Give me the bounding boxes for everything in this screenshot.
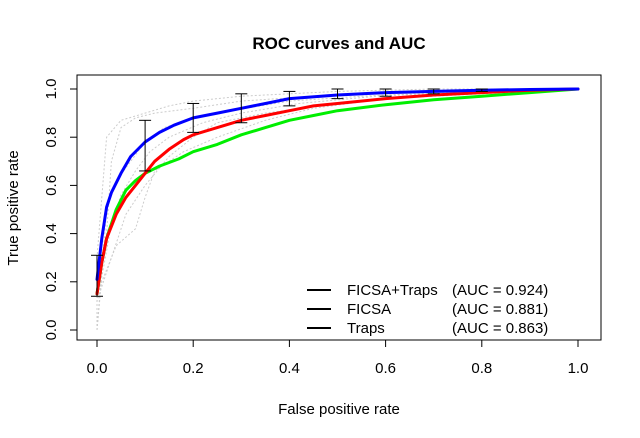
error-bar [331, 88, 344, 100]
error-bar [283, 90, 296, 107]
background-curve-5 [96, 88, 579, 331]
legend-series-name: FICSA [347, 301, 391, 318]
y-tick-label: 0.4 [43, 223, 60, 244]
error-bar [187, 102, 200, 133]
legend: FICSA+Traps (AUC = 0.924) FICSA (AUC = 0.88… [307, 282, 548, 337]
x-axis: 0.0 0.2 0.4 0.6 0.8 1.0 [87, 339, 589, 377]
legend-series-name: FICSA+Traps [347, 282, 438, 299]
x-tick-label: 1.0 [568, 360, 589, 377]
x-axis-label: False positive rate [278, 401, 400, 418]
legend-entry: FICSA+Traps (AUC = 0.924) [307, 282, 548, 299]
y-tick-label: 0.8 [43, 127, 60, 148]
legend-series-name: Traps [347, 320, 385, 337]
error-bars [91, 88, 488, 297]
legend-auc-label: (AUC = 0.924) [452, 282, 548, 299]
background-curve-0 [96, 88, 578, 330]
error-bar [427, 88, 440, 95]
error-bar [379, 88, 392, 97]
x-tick-label: 0.8 [471, 360, 492, 377]
error-bar [235, 93, 248, 124]
series-lines [95, 87, 580, 296]
chart-title: ROC curves and AUC [252, 34, 425, 53]
series-line-ficsa [95, 87, 580, 296]
series-line-traps [95, 87, 580, 296]
legend-entry: FICSA (AUC = 0.881) [307, 301, 548, 318]
background-curve-3 [96, 88, 579, 330]
x-tick-label: 0.4 [279, 360, 300, 377]
x-tick-label: 0.2 [183, 360, 204, 377]
y-tick-label: 1.0 [43, 79, 60, 100]
x-tick-label: 0.0 [87, 360, 108, 377]
error-bar [139, 119, 152, 172]
error-bar [91, 254, 103, 297]
legend-auc-label: (AUC = 0.881) [452, 301, 548, 318]
error-bar [475, 88, 488, 92]
y-tick-label: 0.0 [43, 320, 60, 341]
y-axis: 0.0 0.2 0.4 0.6 0.8 1.0 [43, 79, 78, 341]
legend-entry: Traps (AUC = 0.863) [307, 320, 548, 337]
y-axis-label: True positive rate [5, 150, 22, 265]
legend-auc-label: (AUC = 0.863) [452, 320, 548, 337]
y-tick-label: 0.2 [43, 271, 60, 292]
background-curve-1 [96, 88, 579, 330]
y-tick-label: 0.6 [43, 175, 60, 196]
series-line-ficsa-traps [95, 87, 580, 281]
x-tick-label: 0.6 [375, 360, 396, 377]
